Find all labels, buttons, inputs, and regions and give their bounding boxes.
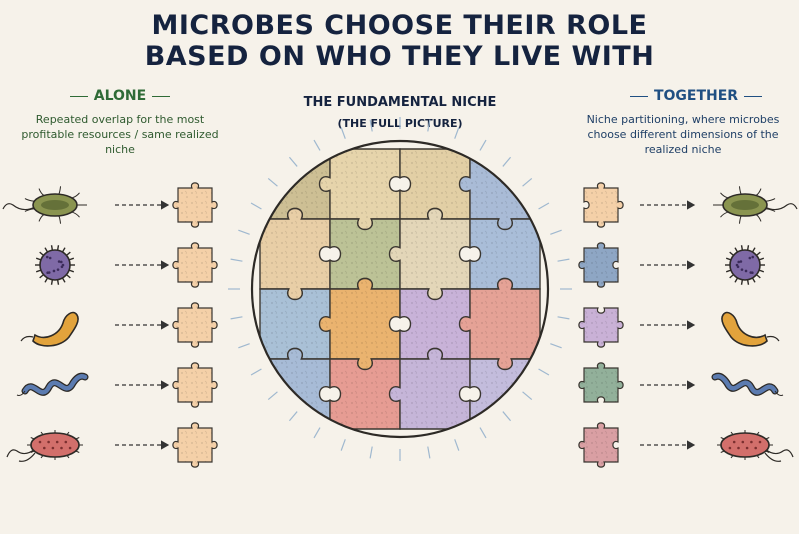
niche-ray xyxy=(479,427,487,439)
rod-bacterium-icon xyxy=(713,186,798,224)
together-heading-text: TOGETHER xyxy=(653,88,739,104)
together-puzzle-piece-texture xyxy=(584,182,624,228)
niche-ray xyxy=(454,439,460,451)
niche-ray xyxy=(369,119,373,132)
niche-ray xyxy=(479,139,487,151)
niche-ray xyxy=(250,368,262,376)
niche-piece-texture xyxy=(400,149,481,219)
niche-piece-texture xyxy=(319,149,400,230)
niche-ray xyxy=(427,446,431,459)
fundamental-niche-puzzle xyxy=(250,139,550,439)
title-line-1: MICROBES CHOOSE THEIR ROLE xyxy=(151,10,648,41)
niche-piece-texture xyxy=(470,219,540,289)
alone-heading-text: ALONE xyxy=(93,88,147,104)
alone-desc-line-1: Repeated overlap for the most xyxy=(35,113,205,126)
niche-rays xyxy=(228,117,572,461)
niche-ray xyxy=(250,202,262,210)
niche-ray xyxy=(538,202,550,210)
niche-ray xyxy=(454,127,460,139)
niche-ray xyxy=(340,127,346,139)
curved-bacillus-icon xyxy=(20,311,79,347)
niche-ray xyxy=(522,391,533,401)
niche-ray xyxy=(238,343,250,349)
together-desc-line-3: realized niche xyxy=(644,143,722,156)
niche-piece-texture xyxy=(330,359,411,429)
niche-ray xyxy=(230,316,243,320)
niche-piece-texture xyxy=(260,289,341,359)
niche-ray xyxy=(557,316,570,320)
spirillum-icon xyxy=(16,372,89,396)
niche-ray xyxy=(557,258,570,262)
together-heading: TOGETHER xyxy=(596,88,796,104)
niche-ray xyxy=(427,119,431,132)
page-title: MICROBES CHOOSE THEIR ROLE BASED ON WHO … xyxy=(0,10,799,72)
alone-puzzle-piece-texture xyxy=(172,422,218,468)
niche-ray xyxy=(313,139,321,151)
niche-piece-texture xyxy=(459,278,540,370)
niche-ray xyxy=(288,411,298,422)
niche-ray xyxy=(313,427,321,439)
together-column xyxy=(578,182,798,468)
together-puzzle-piece-texture xyxy=(578,362,624,402)
together-puzzle-piece-texture xyxy=(578,422,618,468)
alone-puzzle-piece-texture xyxy=(172,302,218,348)
niche-ray xyxy=(538,368,550,376)
niche-piece-texture xyxy=(319,278,400,370)
niche-ray xyxy=(369,446,373,459)
curved-bacillus-icon xyxy=(721,311,780,347)
niche-outline xyxy=(250,139,550,439)
alone-column xyxy=(2,182,218,468)
niche-ray xyxy=(267,391,278,401)
together-rule-left xyxy=(629,95,648,97)
alone-puzzle-piece-texture xyxy=(172,242,218,288)
together-puzzle-piece-texture xyxy=(578,308,624,348)
niche-ray xyxy=(550,343,562,349)
together-desc-line-2: choose different dimensions of the xyxy=(587,128,779,141)
alone-rule-right xyxy=(152,95,171,97)
spirillum-icon xyxy=(711,372,784,396)
niche-ray xyxy=(550,229,562,235)
niche-ray xyxy=(267,177,278,187)
together-desc-line-1: Niche partitioning, where microbes xyxy=(586,113,780,126)
niche-ray xyxy=(230,258,243,262)
niche-ray xyxy=(288,156,298,167)
niche-piece-texture xyxy=(400,289,481,359)
niche-piece-texture xyxy=(260,208,330,300)
title-line-2: BASED ON WHO THEY LIVE WITH xyxy=(144,41,655,72)
center-heading: THE FUNDAMENTAL NICHE xyxy=(250,95,550,110)
niche-ray xyxy=(522,177,533,187)
flagellated-rod-icon xyxy=(6,430,83,462)
alone-heading: ALONE xyxy=(20,88,220,104)
rod-bacterium-icon xyxy=(2,186,87,224)
flagellated-rod-icon xyxy=(717,430,794,462)
niche-piece-texture xyxy=(459,149,540,230)
alone-puzzle-piece-texture xyxy=(172,362,218,408)
alone-rule-left xyxy=(69,95,88,97)
alone-desc-line-2: profitable resources / same realized xyxy=(21,128,219,141)
niche-ray xyxy=(238,229,250,235)
together-rule-right xyxy=(744,95,763,97)
niche-piece-texture xyxy=(389,348,470,429)
spiky-coccus-icon xyxy=(725,245,765,285)
niche-ray xyxy=(340,439,346,451)
spiky-coccus-icon xyxy=(35,245,75,285)
alone-desc-line-3: niche xyxy=(105,143,135,156)
together-description: Niche partitioning, where microbes choos… xyxy=(570,112,796,157)
together-puzzle-piece-texture xyxy=(578,242,618,288)
center-heading-text: THE FUNDAMENTAL NICHE xyxy=(303,95,497,110)
niche-piece-texture xyxy=(389,208,470,300)
niche-ray xyxy=(502,411,512,422)
niche-ray xyxy=(502,156,512,167)
alone-puzzle-piece-texture xyxy=(172,182,218,228)
alone-description: Repeated overlap for the most profitable… xyxy=(0,112,240,157)
niche-piece-texture xyxy=(330,219,411,289)
